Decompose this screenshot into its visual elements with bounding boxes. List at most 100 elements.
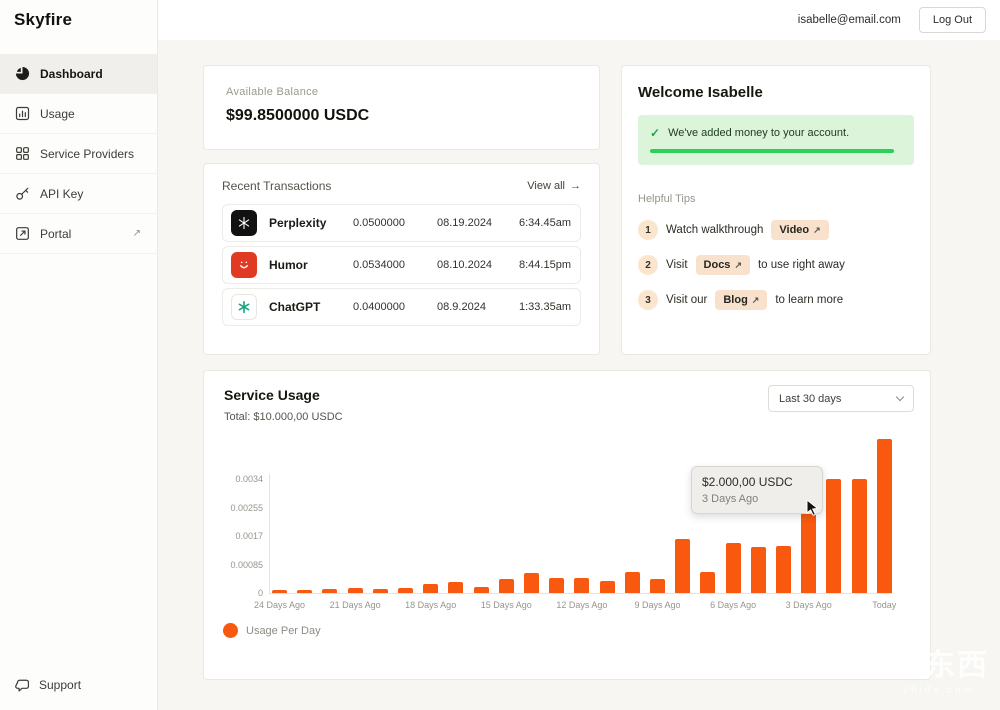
usage-total: Total: $10.000,00 USDC [224, 411, 343, 423]
chart-axis-baseline [269, 593, 893, 594]
watermark-text: 智东西 [893, 649, 989, 682]
x-axis-label: 6 Days Ago [710, 600, 757, 610]
chart-bar[interactable] [398, 588, 413, 593]
chart-bar[interactable] [448, 582, 463, 593]
chart-bar[interactable] [474, 587, 489, 593]
blog-link-chip[interactable]: Blog ↗ [715, 290, 768, 310]
chart-bar[interactable] [700, 572, 715, 593]
sidebar-item-service-providers[interactable]: Service Providers [0, 134, 157, 174]
chart-bar[interactable] [650, 579, 665, 593]
transaction-row[interactable]: ChatGPT 0.0400000 08.9.2024 1:33.35am [222, 288, 581, 326]
sidebar: Skyfire Dashboard Usage Service Provider… [0, 0, 158, 710]
humor-icon [231, 252, 257, 278]
x-axis-label: 15 Days Ago [480, 600, 532, 610]
chart-bars [272, 431, 894, 593]
chart-bar[interactable] [373, 589, 388, 593]
watermark-domain: zhidx.com [902, 685, 975, 696]
sidebar-item-support[interactable]: Support [0, 666, 157, 704]
tip-text: Watch walkthrough [666, 224, 764, 236]
chart-bar[interactable] [297, 590, 312, 593]
external-link-icon: ↗ [751, 294, 760, 305]
user-email: isabelle@email.com [797, 14, 901, 26]
watermark-logo-icon [854, 645, 888, 679]
transaction-date: 08.10.2024 [437, 259, 493, 271]
chart-bar[interactable] [726, 543, 741, 593]
sidebar-item-api-key[interactable]: API Key [0, 174, 157, 214]
x-axis-label: 12 Days Ago [556, 600, 608, 610]
sidebar-item-usage[interactable]: Usage [0, 94, 157, 134]
x-axis-label: 3 Days Ago [785, 600, 832, 610]
sidebar-item-dashboard[interactable]: Dashboard [0, 54, 157, 94]
chart-legend: Usage Per Day [223, 623, 321, 638]
transaction-amount: 0.0400000 [353, 301, 405, 313]
watermark: 智东西 zhidx.com [854, 640, 989, 696]
transaction-row[interactable]: Humor 0.0534000 08.10.2024 8:44.15pm [222, 246, 581, 284]
logout-button[interactable]: Log Out [918, 7, 986, 33]
chart-x-axis: 24 Days Ago 21 Days Ago 18 Days Ago 15 Days… [254, 600, 897, 614]
check-icon: ✓ [650, 126, 661, 140]
legend-label: Usage Per Day [246, 624, 321, 637]
transaction-date: 08.19.2024 [437, 217, 493, 229]
chart-bar[interactable] [272, 590, 287, 593]
sidebar-item-label: Support [39, 678, 82, 692]
usage-title: Service Usage [224, 387, 320, 403]
tip-number: 2 [638, 255, 658, 275]
chart-axis-vertical [269, 474, 270, 593]
tip-text: Visit [666, 259, 688, 271]
external-link-icon: ↗ [734, 259, 742, 270]
chart-tooltip: $2.000,00 USDC 3 Days Ago [691, 466, 823, 514]
sidebar-item-label: API Key [40, 186, 84, 201]
dashboard-icon [14, 66, 30, 82]
transaction-row[interactable]: Perplexity 0.0500000 08.19.2024 6:34.45a… [222, 204, 581, 242]
perplexity-icon [231, 210, 257, 236]
external-link-icon: ↗ [813, 224, 821, 235]
arrow-right-icon: → [570, 180, 581, 192]
transaction-time: 1:33.35am [519, 301, 571, 313]
chart-bar[interactable] [801, 492, 816, 593]
x-axis-label: 21 Days Ago [329, 600, 381, 610]
transaction-amount: 0.0534000 [353, 259, 405, 271]
tip-row: 3 Visit our Blog ↗ to learn more [638, 290, 914, 310]
chart-bar[interactable] [600, 581, 615, 593]
chart-bar[interactable] [625, 572, 640, 593]
chart-bar[interactable] [423, 584, 438, 593]
tip-text: Visit our [666, 294, 708, 306]
chart-bar[interactable] [524, 573, 539, 593]
chart-bar[interactable] [852, 479, 867, 593]
legend-dot-icon [223, 623, 238, 638]
sidebar-item-portal[interactable]: Portal ↗ [0, 214, 157, 254]
chart-bar[interactable] [826, 479, 841, 593]
chart-bar[interactable] [348, 588, 363, 593]
chart-bar[interactable] [322, 589, 337, 593]
mouse-cursor-icon [806, 500, 821, 516]
chart-bar[interactable] [549, 578, 564, 593]
sidebar-item-label: Dashboard [40, 66, 103, 81]
chart-bar[interactable] [675, 539, 690, 593]
sidebar-item-label: Portal [40, 226, 72, 241]
x-axis-label: 9 Days Ago [634, 600, 681, 610]
topbar: isabelle@email.com Log Out [0, 0, 1000, 40]
view-all-link[interactable]: View all → [527, 180, 581, 192]
docs-link-chip[interactable]: Docs ↗ [695, 255, 750, 275]
chatgpt-icon [231, 294, 257, 320]
transaction-time: 8:44.15pm [519, 259, 571, 271]
balance-label: Available Balance [226, 86, 319, 98]
tip-text: to use right away [757, 259, 845, 271]
transaction-amount: 0.0500000 [353, 217, 405, 229]
chart-bar[interactable] [776, 546, 791, 593]
chart-bar[interactable] [574, 578, 589, 593]
sidebar-nav: Dashboard Usage Service Providers API Ke… [0, 54, 157, 254]
date-range-dropdown[interactable]: Last 30 days [768, 385, 914, 412]
video-link-chip[interactable]: Video ↗ [771, 220, 829, 240]
tip-text: to learn more [775, 294, 844, 306]
success-banner: ✓ We've added money to your account. [638, 115, 914, 165]
chart-bar[interactable] [751, 547, 766, 593]
y-axis-label: 0 [257, 588, 263, 598]
key-icon [14, 186, 30, 202]
external-link-icon: ↗ [132, 228, 141, 239]
sidebar-item-label: Usage [40, 106, 75, 121]
chart-bar[interactable] [499, 579, 514, 593]
sidebar-item-label: Service Providers [40, 146, 135, 161]
x-axis-label: Today [872, 600, 897, 610]
chart-bar[interactable] [877, 439, 892, 593]
